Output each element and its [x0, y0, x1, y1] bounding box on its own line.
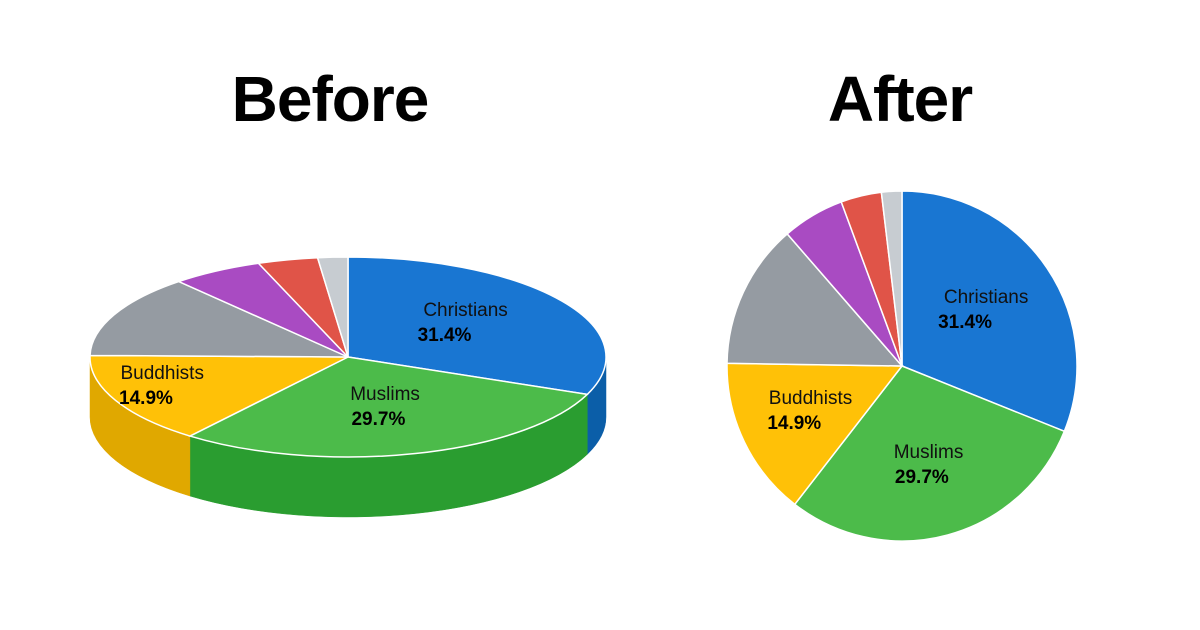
before-slice-christians — [347, 256, 607, 396]
before-value-buddhists: 14.9% — [119, 388, 173, 409]
before-slice-other-6 — [316, 256, 349, 358]
before-label-buddhists: Buddhists — [121, 363, 204, 384]
after-slice-christians — [901, 190, 1078, 433]
after-label-buddhists: Buddhists — [769, 388, 852, 409]
before-label-muslims: Muslims — [350, 384, 420, 405]
after-slice-other-6 — [880, 190, 903, 367]
before-slice-other-3 — [89, 280, 349, 358]
after-label-muslims: Muslims — [894, 442, 964, 463]
before-slice-buddhists — [89, 354, 349, 437]
after-chart-title: After — [827, 63, 973, 135]
after-slice-muslims — [793, 365, 1066, 542]
after-value-christians: 31.4% — [938, 312, 992, 333]
before-value-muslims: 29.7% — [351, 409, 405, 430]
after-slice-other-3 — [726, 232, 904, 367]
after-value-buddhists: 14.9% — [767, 413, 821, 434]
after-value-muslims: 29.7% — [895, 467, 949, 488]
before-slice-muslims — [187, 356, 589, 458]
after-pie-2d: Christians 31.4% Muslims 29.7% Buddhists 14.9… — [726, 190, 1078, 542]
before-chart-title: Before — [231, 63, 430, 135]
before-pie-3d: Christians 31.4% Muslims 29.7% Buddhists 14.9… — [89, 256, 607, 518]
after-label-christians: Christians — [944, 287, 1028, 308]
before-value-christians: 31.4% — [418, 325, 472, 346]
after-slice-buddhists — [726, 362, 904, 506]
before-label-christians: Christians — [423, 300, 507, 321]
